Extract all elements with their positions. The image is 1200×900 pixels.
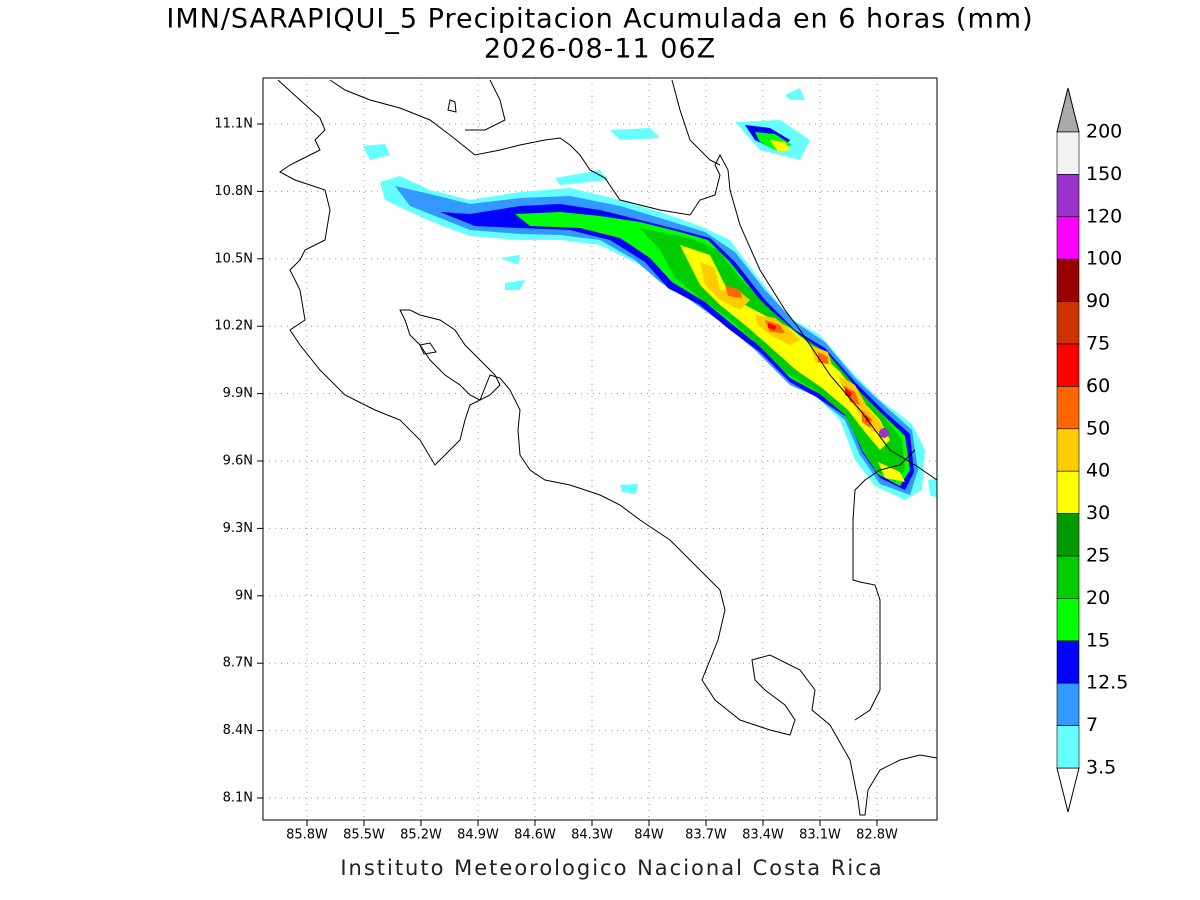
lon-label: 84W [634,828,664,843]
subtitle: 2026-08-11 06Z [484,34,716,65]
colorbar-box [1056,682,1080,726]
lat-label: 8.7N [223,656,253,671]
lat-label: 9.6N [223,454,253,469]
colorbar-box [1056,725,1080,769]
colorbar-label: 3.5 [1086,757,1116,779]
colorbar-label: 75 [1086,333,1110,355]
colorbar-label: 150 [1086,163,1122,185]
lon-label: 85.2W [400,828,442,843]
precipitation [363,88,937,500]
lat-label: 10.2N [214,319,253,334]
colorbar-label: 100 [1086,248,1122,270]
colorbar-box [1056,555,1080,599]
colorbar-over [1056,87,1080,133]
colorbar-label: 12.5 [1086,672,1128,694]
lon-label: 85.8W [286,828,328,843]
colorbar-box [1056,598,1080,642]
colorbar-label: 20 [1086,587,1110,609]
grid [263,78,937,820]
colorbar-label: 50 [1086,417,1110,439]
lon-label: 84.6W [514,828,556,843]
colorbar-box [1056,343,1080,387]
colorbar-box [1056,470,1080,514]
colorbar-label: 7 [1086,714,1098,736]
colorbar-box [1056,216,1080,260]
colorbar-box [1056,131,1080,175]
lat-label: 9N [235,588,253,603]
lat-label: 11.1N [214,117,253,132]
colorbar: 200 150 120 100 90 75 60 50 40 30 25 20 15 12.5 7 3.5 [1056,87,1128,813]
map-area: 85.8W 85.5W 85.2W 84.9W 84.6W 84.3W 84W 83.7W 83… [214,77,938,843]
colorbar-label: 15 [1086,629,1110,651]
lat-label: 10.5N [214,251,253,266]
lon-label: 83.4W [742,828,784,843]
colorbar-label: 90 [1086,290,1110,312]
colorbar-label: 60 [1086,375,1110,397]
title: IMN/SARAPIQUI_5 Precipitacion Acumulada … [166,4,1033,35]
lon-label: 84.3W [571,828,613,843]
lat-label: 8.1N [223,791,253,806]
colorbar-box [1056,513,1080,557]
map-frame [262,77,938,821]
lon-label: 83.7W [685,828,727,843]
footer: Instituto Meteorologico Nacional Costa R… [340,856,883,880]
coastlines [277,79,938,816]
colorbar-label: 120 [1086,205,1122,227]
colorbar-label: 30 [1086,502,1110,524]
colorbar-box [1056,386,1080,430]
lon-label: 82.8W [856,828,898,843]
colorbar-label: 200 [1086,121,1122,143]
lon-label: 85.5W [343,828,385,843]
colorbar-label: 40 [1086,460,1110,482]
axis-labels: 85.8W 85.5W 85.2W 84.9W 84.6W 84.3W 84W 83.7W 83… [214,117,898,843]
colorbar-box [1056,258,1080,302]
lat-label: 9.9N [223,386,253,401]
colorbar-box [1056,174,1080,218]
lat-label: 10.8N [214,184,253,199]
colorbar-box [1056,301,1080,345]
lon-label: 84.9W [457,828,499,843]
colorbar-box [1056,428,1080,472]
lon-label: 83.1W [799,828,841,843]
colorbar-under [1056,767,1080,813]
colorbar-label: 25 [1086,545,1110,567]
colorbar-box [1056,640,1080,684]
lat-label: 8.4N [223,723,253,738]
lat-label: 9.3N [223,521,253,536]
